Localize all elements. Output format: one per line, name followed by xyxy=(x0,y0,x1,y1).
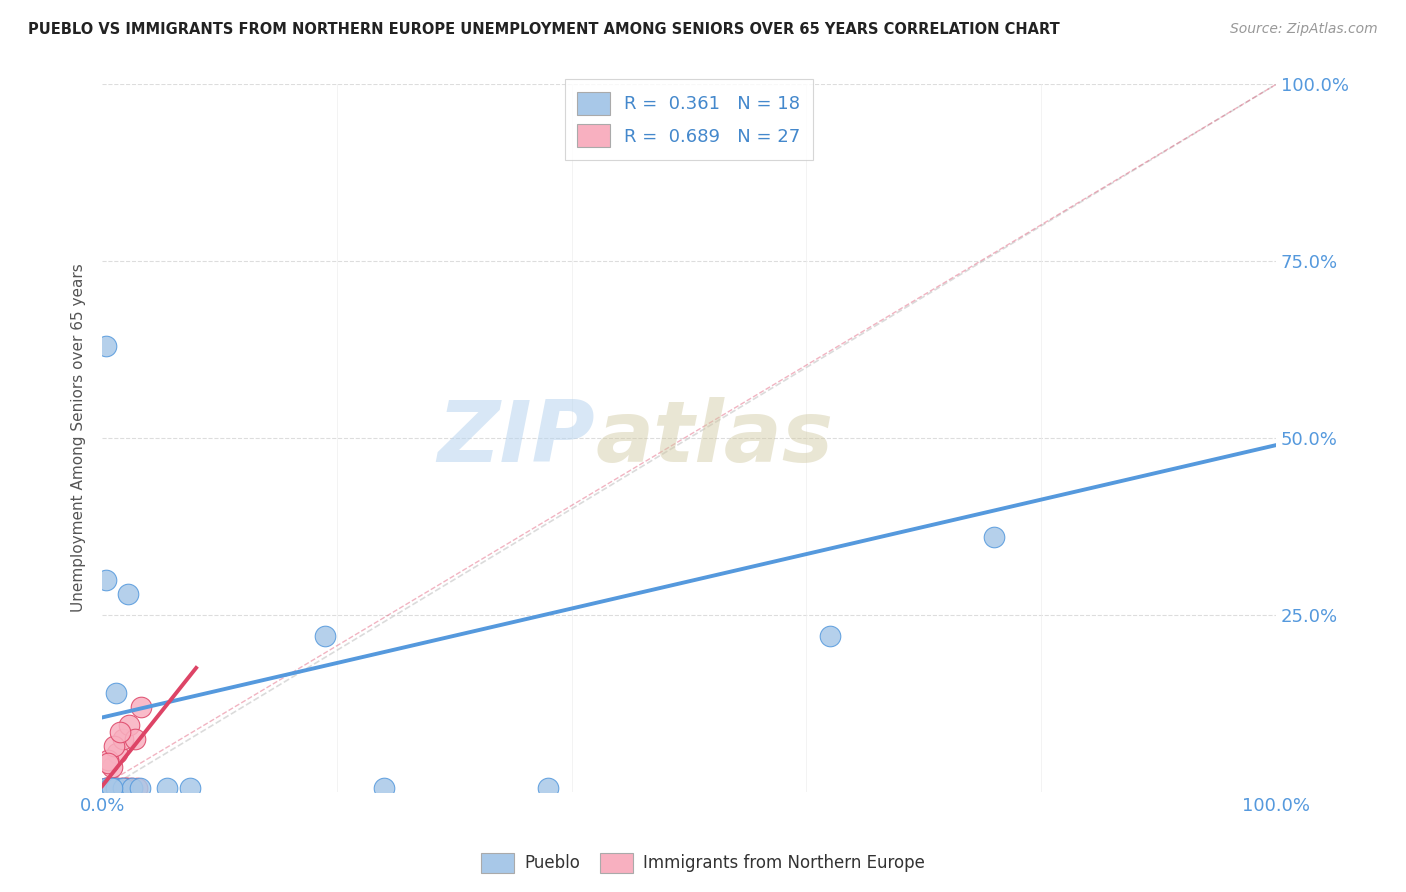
Point xyxy=(124,731,146,746)
Point xyxy=(129,699,152,714)
Point xyxy=(105,781,128,796)
Point xyxy=(121,781,143,796)
Point xyxy=(100,781,122,796)
Text: ZIP: ZIP xyxy=(437,397,595,480)
Point xyxy=(94,339,117,353)
Point xyxy=(314,629,336,643)
Text: PUEBLO VS IMMIGRANTS FROM NORTHERN EUROPE UNEMPLOYMENT AMONG SENIORS OVER 65 YEA: PUEBLO VS IMMIGRANTS FROM NORTHERN EUROP… xyxy=(28,22,1060,37)
Point xyxy=(112,781,135,796)
Y-axis label: Unemployment Among Seniors over 65 years: Unemployment Among Seniors over 65 years xyxy=(72,264,86,613)
Legend: Pueblo, Immigrants from Northern Europe: Pueblo, Immigrants from Northern Europe xyxy=(474,847,932,880)
Point xyxy=(537,781,560,796)
Point xyxy=(94,781,117,796)
Point xyxy=(100,781,122,796)
Point xyxy=(98,781,121,796)
Point xyxy=(179,781,201,796)
Point xyxy=(107,781,129,796)
Point xyxy=(100,781,122,796)
Point xyxy=(105,781,128,796)
Point xyxy=(117,587,139,601)
Point xyxy=(94,781,117,796)
Point xyxy=(118,717,141,731)
Point xyxy=(128,781,150,796)
Point xyxy=(818,629,841,643)
Point xyxy=(112,781,135,796)
Point xyxy=(97,756,120,771)
Point xyxy=(103,781,125,796)
Point xyxy=(105,686,128,700)
Point xyxy=(373,781,395,796)
Point xyxy=(156,781,179,796)
Point xyxy=(97,781,120,796)
Point xyxy=(121,781,143,796)
Point xyxy=(107,746,129,760)
Point xyxy=(103,739,125,753)
Point xyxy=(94,573,117,587)
Point xyxy=(94,781,117,796)
Legend: R =  0.361   N = 18, R =  0.689   N = 27: R = 0.361 N = 18, R = 0.689 N = 27 xyxy=(565,79,813,160)
Text: atlas: atlas xyxy=(595,397,834,480)
Point xyxy=(97,753,120,767)
Text: Source: ZipAtlas.com: Source: ZipAtlas.com xyxy=(1230,22,1378,37)
Point xyxy=(108,724,131,739)
Point xyxy=(118,781,141,796)
Point xyxy=(100,760,122,774)
Point xyxy=(114,781,136,796)
Point xyxy=(983,530,1005,544)
Point xyxy=(103,781,125,796)
Point xyxy=(114,781,136,796)
Point xyxy=(100,781,122,796)
Point xyxy=(110,781,132,796)
Point xyxy=(112,731,135,746)
Point xyxy=(127,781,149,796)
